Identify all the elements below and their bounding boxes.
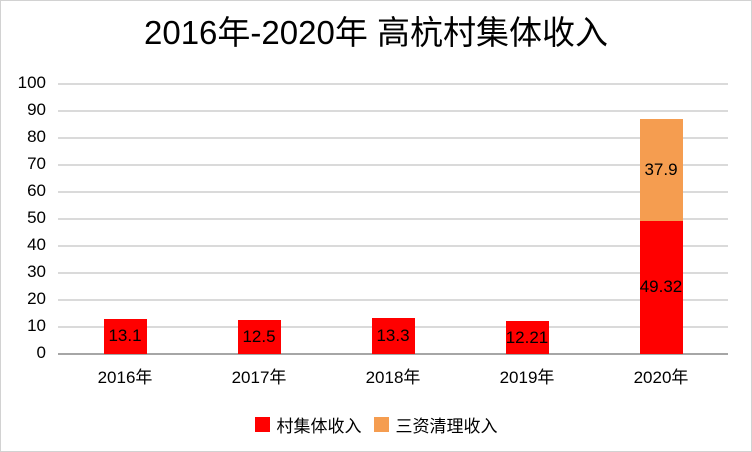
- y-axis-tick-label: 30: [27, 262, 46, 281]
- x-axis-category-label: 2019年: [499, 368, 555, 387]
- y-axis-tick-label: 100: [17, 73, 46, 92]
- legend-swatch-icon: [373, 417, 389, 432]
- gridline: [58, 191, 728, 193]
- y-axis-tick-label: 70: [27, 154, 46, 173]
- legend-item: 三资清理收入: [373, 412, 498, 437]
- bar-segment-村集体收入: 13.3: [371, 318, 415, 354]
- y-axis-tick-label: 90: [27, 100, 46, 119]
- legend-swatch-icon: [254, 417, 270, 432]
- y-axis-tick-label: 50: [27, 208, 46, 227]
- data-label: 12.21: [505, 327, 549, 347]
- gridline: [58, 299, 728, 301]
- bar-segment-村集体收入: 13.1: [103, 318, 147, 354]
- legend-label: 三资清理收入: [395, 417, 498, 436]
- chart-legend: 村集体收入 三资清理收入: [1, 412, 751, 437]
- x-axis-category-label: 2016年: [97, 368, 153, 387]
- gridline: [58, 110, 728, 112]
- y-axis-tick-label: 60: [27, 181, 46, 200]
- bar-segment-三资清理收入: 37.9: [639, 118, 683, 221]
- gridline: [58, 137, 728, 139]
- data-label: 12.5: [242, 327, 276, 347]
- gridline: [58, 164, 728, 166]
- y-axis-tick-label: 10: [27, 316, 46, 335]
- x-axis-line: [58, 353, 728, 355]
- bar-segment-村集体收入: 49.32: [639, 220, 683, 354]
- legend-item: 村集体收入: [254, 412, 362, 437]
- legend-label: 村集体收入: [276, 417, 362, 436]
- bar-segment-村集体收入: 12.5: [237, 320, 281, 354]
- gridline: [58, 83, 728, 85]
- data-label: 37.9: [644, 159, 678, 179]
- x-axis-category-label: 2018年: [365, 368, 421, 387]
- bar-segment-村集体收入: 12.21: [505, 321, 549, 354]
- x-axis-category-label: 2017年: [231, 368, 287, 387]
- y-axis-tick-label: 40: [27, 235, 46, 254]
- gridline: [58, 245, 728, 247]
- data-label: 13.1: [108, 326, 142, 346]
- gridline: [58, 272, 728, 274]
- chart-title: 2016年-2020年 高杭村集体收入: [144, 14, 608, 51]
- y-axis-tick-label: 80: [27, 127, 46, 146]
- gridline: [58, 218, 728, 220]
- x-axis-category-label: 2020年: [633, 368, 689, 387]
- y-axis-tick-label: 0: [36, 343, 46, 362]
- data-label: 49.32: [639, 277, 683, 297]
- data-label: 13.3: [376, 326, 410, 346]
- y-axis-tick-label: 20: [27, 289, 46, 308]
